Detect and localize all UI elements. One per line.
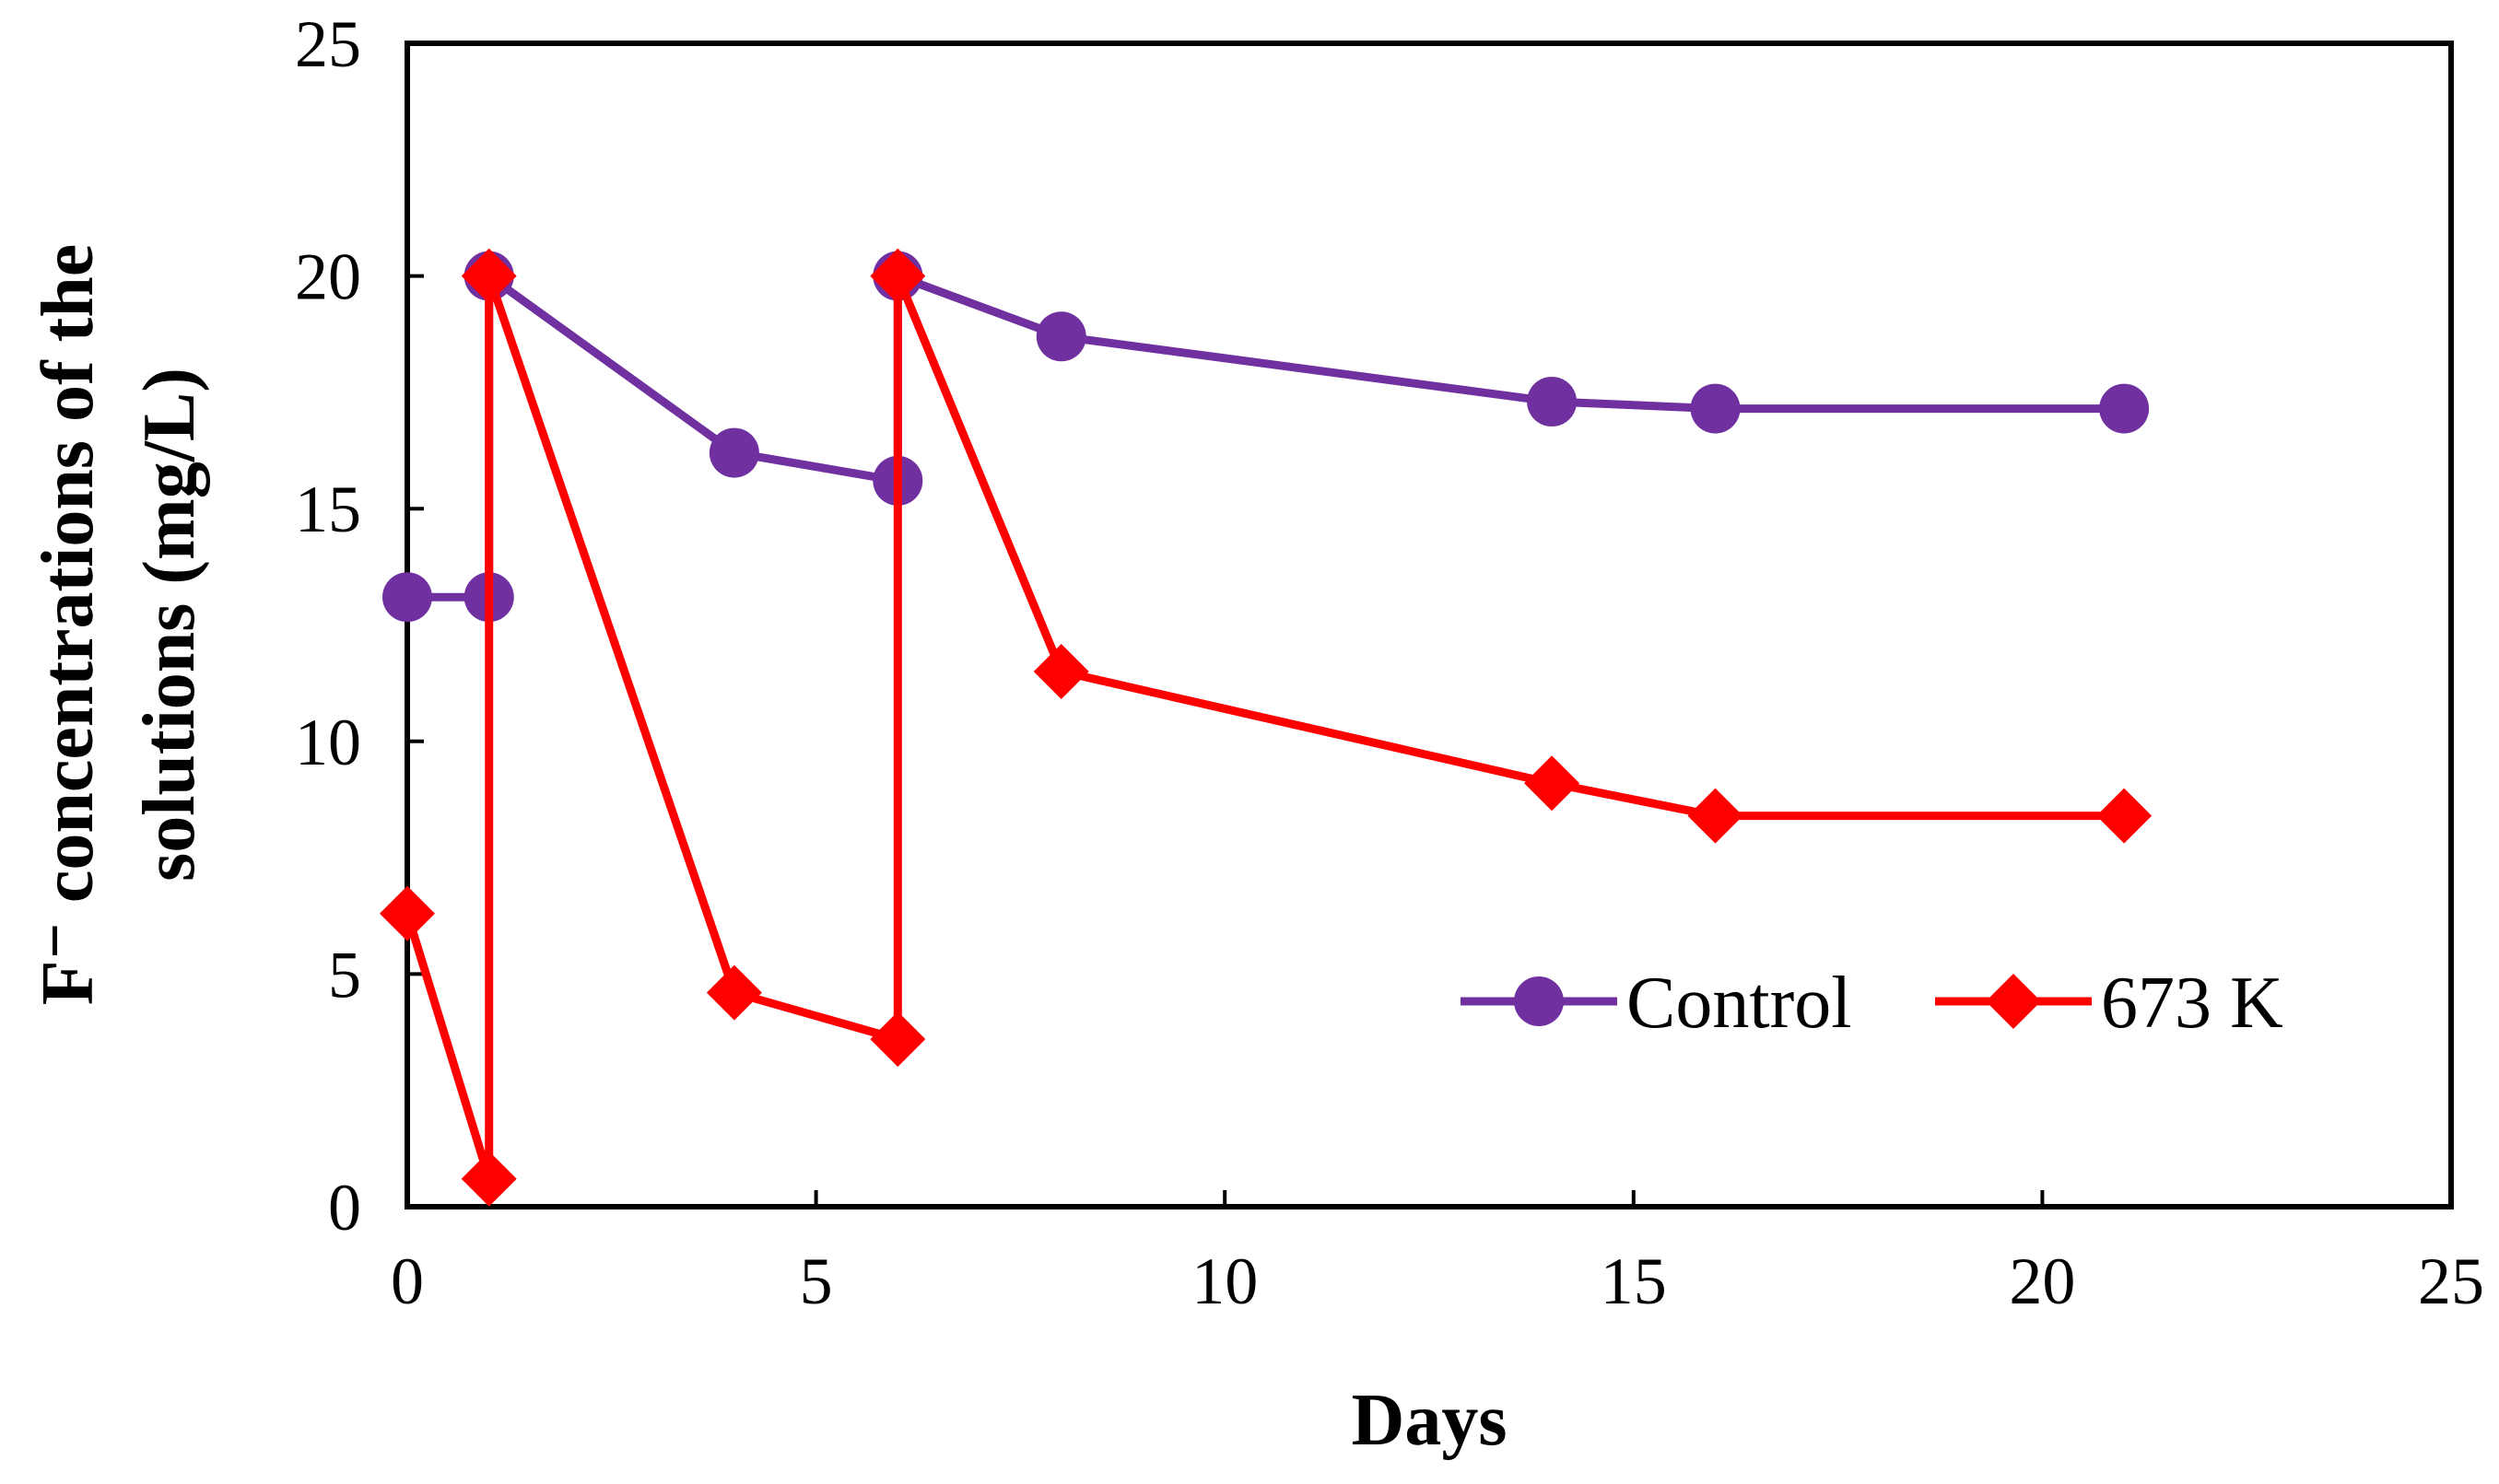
x-tick-label: 20 (2009, 1244, 2075, 1318)
legend-label-673k: 673 K (2101, 963, 2283, 1044)
x-tick-label: 15 (1601, 1244, 1667, 1318)
x-tick-label: 5 (800, 1244, 833, 1318)
data-point-673k (706, 964, 762, 1021)
y-axis-title-line-2: solutions (mg/L) (129, 368, 210, 882)
series-control (382, 251, 2150, 623)
data-point-673k (870, 248, 926, 304)
data-point-673k (870, 1011, 926, 1068)
legend: Control 673 K (1461, 963, 2283, 1044)
x-tick-label: 10 (1191, 1244, 1258, 1318)
y-tick-label: 20 (295, 240, 361, 314)
data-point-control (1036, 311, 1086, 362)
x-axis-ticks: 0 5 10 15 20 25 (391, 1190, 2484, 1318)
series-673k (380, 248, 2153, 1207)
series-line-673k (403, 272, 2125, 1184)
y-tick-label: 10 (295, 706, 361, 779)
series-layer (380, 248, 2153, 1207)
legend-item-control: Control (1461, 963, 1851, 1044)
data-point-673k (380, 885, 435, 941)
data-point-control (709, 427, 759, 478)
plot-frame (405, 41, 2454, 1209)
data-point-673k (1687, 788, 1743, 844)
data-point-673k (461, 1151, 517, 1207)
y-tick-label: 25 (295, 7, 361, 81)
data-point-control (382, 572, 432, 623)
legend-item-673k: 673 K (1935, 963, 2283, 1044)
data-point-control (1527, 377, 1578, 427)
data-point-673k (1033, 644, 1089, 700)
data-point-control (1690, 383, 1741, 434)
y-tick-label: 15 (295, 473, 361, 546)
data-point-673k (2096, 788, 2153, 844)
legend-label-control: Control (1626, 963, 1851, 1044)
x-axis-title: Days (1352, 1380, 1508, 1461)
y-tick-label: 0 (328, 1171, 361, 1244)
y-tick-label: 5 (328, 938, 361, 1011)
y-axis-title-line-1: F⁻ concentrations of the (28, 244, 109, 1006)
data-point-control (2099, 383, 2150, 434)
series-line-control (407, 272, 2125, 602)
data-point-673k (1524, 755, 1580, 812)
x-tick-label: 25 (2418, 1244, 2484, 1318)
data-point-673k (461, 248, 517, 304)
y-axis-title: F⁻ concentrations of the solutions (mg/L… (28, 244, 210, 1006)
x-tick-label: 0 (391, 1244, 424, 1318)
y-axis-ticks: 0 5 10 15 20 25 (295, 7, 424, 1244)
legend-marker-control (1514, 976, 1564, 1026)
legend-marker-673k (1986, 974, 2041, 1029)
